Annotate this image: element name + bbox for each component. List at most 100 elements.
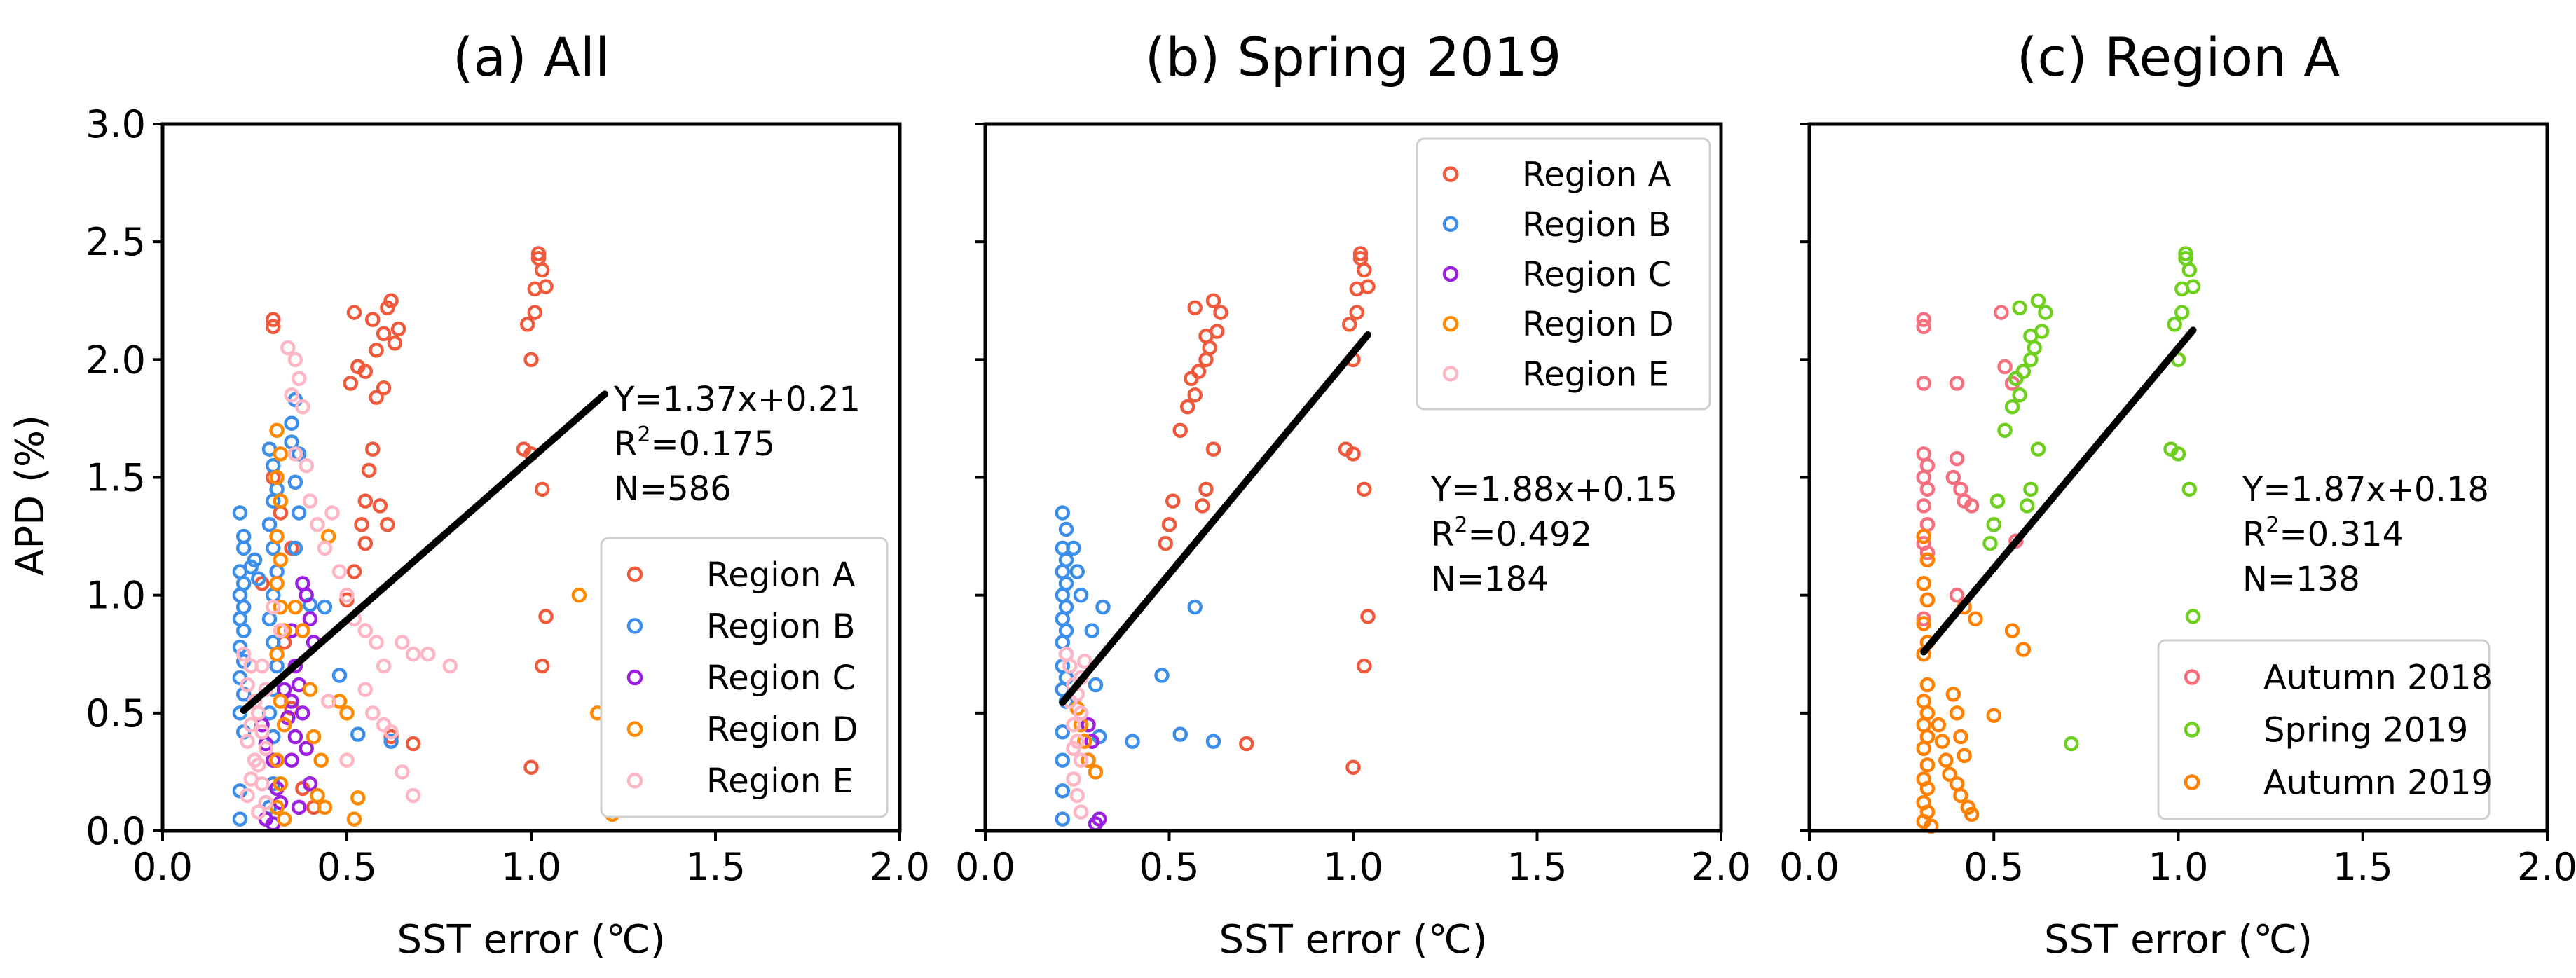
point-region-a (1202, 340, 1217, 356)
r-squared-superscript: 2 (637, 422, 650, 447)
point-region-a (1357, 481, 1372, 497)
point-region-c (284, 752, 299, 768)
point-region-e (1073, 804, 1089, 820)
point-region-b (235, 576, 252, 591)
point-region-a (376, 380, 392, 396)
point-region-b (1058, 670, 1074, 686)
point-region-c (1084, 734, 1099, 749)
point-region-e (1073, 705, 1089, 721)
point-spring-2019 (1982, 535, 1998, 551)
point-region-e (273, 623, 289, 638)
panel-title: (b) Spring 2019 (1145, 26, 1562, 88)
point-region-d (317, 799, 333, 815)
point-region-b (266, 493, 281, 509)
point-region-a (1360, 279, 1376, 294)
y-tick-label: 0.5 (85, 691, 146, 736)
point-region-e (240, 677, 255, 693)
point-autumn-2018 (1919, 481, 1936, 497)
point-autumn-2018 (1916, 611, 1931, 627)
legend-box (1416, 137, 1711, 411)
point-region-b (235, 599, 252, 615)
point-spring-2019 (2174, 305, 2190, 320)
point-region-e (1066, 741, 1081, 757)
point-spring-2019 (2023, 481, 2039, 497)
point-region-d (346, 811, 362, 827)
point-autumn-2019 (1964, 806, 1980, 822)
point-region-e (287, 352, 303, 368)
r-squared-superscript: 2 (1454, 513, 1467, 537)
point-spring-2019 (2019, 498, 2035, 514)
point-region-e (258, 794, 274, 811)
panel-region-a: (c) Region A 0.0 0.5 1.0 1.5 2.0 SST error (℃)… (1779, 26, 2576, 963)
point-region-b (284, 434, 299, 450)
point-region-e (291, 371, 307, 386)
point-region-e (405, 787, 421, 804)
point-region-a (1210, 324, 1225, 339)
point-region-b (287, 540, 303, 556)
legend-marker-region-c (1442, 266, 1459, 282)
fit-equation: Y=1.88x+0.15 (1430, 470, 1678, 509)
point-region-d (269, 647, 285, 662)
legend-marker-region-a (626, 566, 643, 583)
x-tick-label: 0.5 (1964, 845, 2024, 889)
point-region-a (535, 658, 550, 674)
point-region-a (523, 759, 539, 775)
point-region-a (357, 535, 374, 551)
legend-label-region-c: Region C (1522, 255, 1671, 294)
point-autumn-2019 (1916, 576, 1931, 591)
point-region-e (420, 647, 436, 662)
point-region-a (350, 359, 366, 375)
point-autumn-2019 (1945, 687, 1961, 702)
point-region-e (235, 647, 252, 662)
x-tick-label: 1.5 (685, 845, 746, 889)
point-autumn-2018 (1945, 469, 1961, 485)
legend: Region A Region B Region C Region D Region E (1416, 137, 1711, 411)
point-region-c (1081, 717, 1096, 733)
point-region-c (299, 741, 314, 757)
point-region-b (1172, 726, 1188, 742)
point-spring-2019 (2012, 300, 2027, 316)
point-autumn-2019 (1953, 729, 1968, 745)
point-region-b (1058, 576, 1074, 591)
point-region-b (1073, 587, 1089, 603)
point-region-e (251, 804, 266, 820)
point-region-d (273, 599, 289, 615)
fit-line (1920, 326, 2197, 656)
r-squared-prefix: R (1431, 515, 1454, 554)
point-region-d (306, 729, 322, 745)
point-autumn-2019 (1919, 757, 1936, 773)
legend-marker-region-e (626, 772, 643, 789)
point-region-b (1095, 599, 1111, 615)
point-autumn-2019 (1919, 677, 1936, 693)
point-region-d (269, 752, 285, 768)
r-squared: R2=0.175 (614, 422, 775, 464)
point-autumn-2019 (1919, 780, 1936, 797)
point-region-c (302, 611, 318, 627)
point-spring-2019 (2012, 387, 2027, 403)
point-region-e (310, 517, 325, 532)
point-region-c (295, 705, 310, 721)
point-autumn-2018 (1916, 469, 1931, 485)
y-tick-label: 2.0 (85, 338, 146, 382)
point-region-a (346, 564, 362, 579)
point-region-e (1073, 752, 1089, 768)
sample-count: N=138 (2242, 560, 2360, 599)
regression-annotation: Y=1.87x+0.18 R2=0.314 N=138 (2242, 470, 2489, 599)
point-region-b (1058, 552, 1074, 567)
point-region-a (365, 441, 381, 457)
point-spring-2019 (2004, 399, 2020, 415)
point-spring-2019 (2185, 279, 2201, 294)
point-autumn-2019 (2004, 623, 2020, 638)
x-tick-label: 2.0 (1691, 845, 1751, 889)
point-region-e (254, 724, 270, 740)
point-spring-2019 (2167, 317, 2182, 332)
legend-marker-region-d (1442, 315, 1459, 332)
point-region-a (1158, 535, 1173, 551)
point-region-e (405, 647, 421, 662)
point-region-e (299, 457, 314, 474)
point-region-a (523, 352, 539, 368)
point-region-e (1058, 647, 1074, 662)
point-autumn-2019 (1931, 717, 1947, 733)
point-region-b (1058, 599, 1074, 615)
point-autumn-2018 (1949, 450, 1965, 467)
